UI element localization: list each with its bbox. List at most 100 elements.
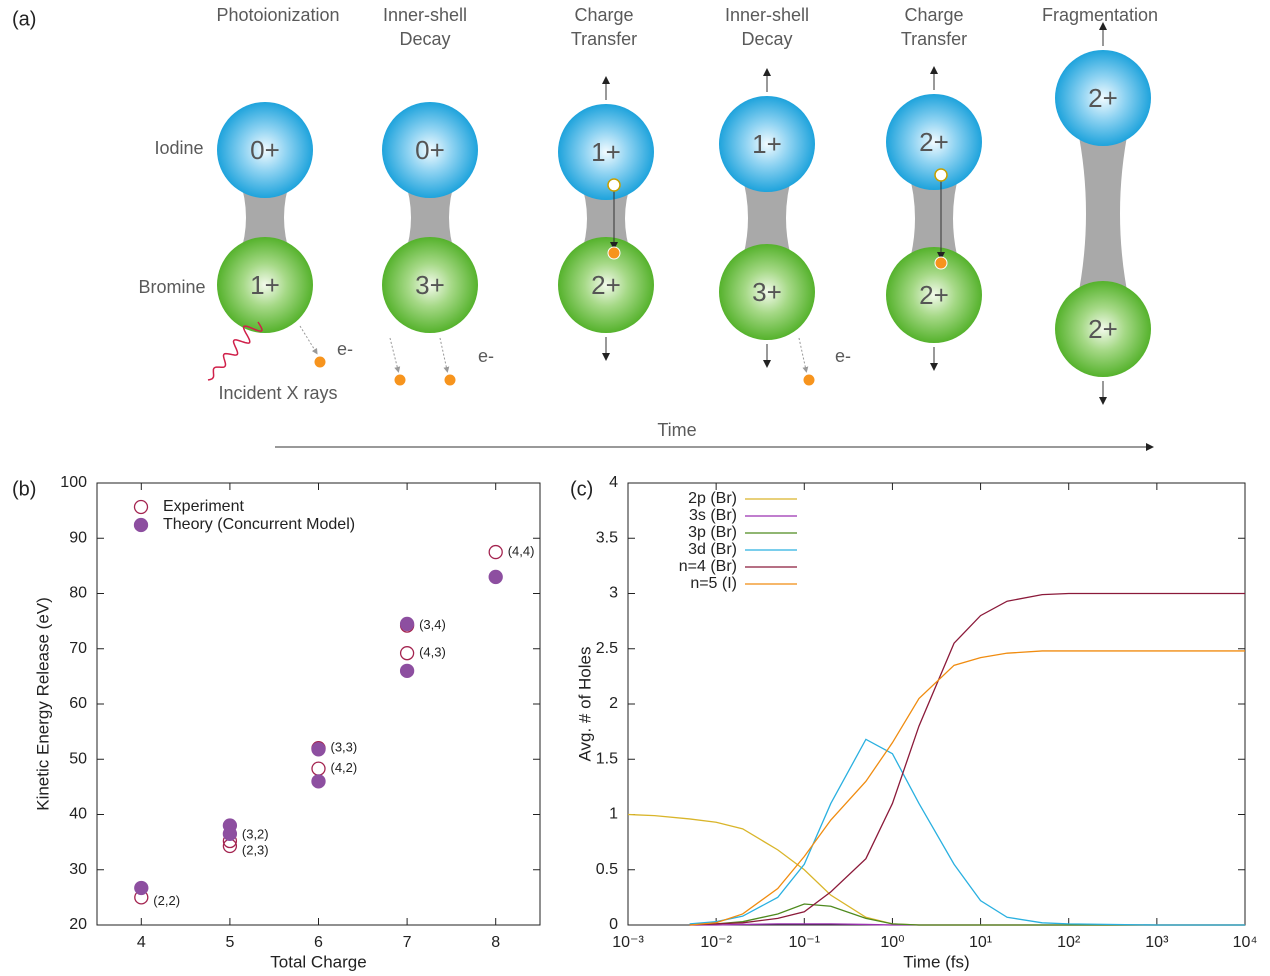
data-line — [690, 904, 1245, 925]
y-tick-label: 3 — [609, 585, 618, 602]
bromine-charge: 3+ — [415, 270, 445, 300]
iodine-charge: 1+ — [591, 137, 621, 167]
data-point — [312, 743, 325, 756]
legend-label: 3d (Br) — [688, 541, 737, 558]
y-tick-label: 40 — [69, 806, 87, 823]
legend-label: Experiment — [163, 498, 244, 515]
stage-title: Fragmentation — [1042, 5, 1158, 25]
hole — [608, 179, 620, 191]
data-line — [690, 739, 1245, 925]
electron-label: e- — [337, 339, 353, 359]
electron — [394, 374, 406, 386]
x-tick-label: 7 — [403, 934, 412, 951]
x-tick-label: 4 — [137, 934, 146, 951]
diagram: (a) Iodine Bromine Incident X rays Time Photo… — [12, 5, 1158, 440]
plot-frame — [97, 483, 540, 925]
iodine-charge: 0+ — [415, 135, 445, 165]
x-tick-label: 10¹ — [969, 934, 992, 951]
x-axis-label: Time (fs) — [903, 952, 969, 971]
stage-title: Transfer — [571, 29, 637, 49]
figure: (a) Iodine Bromine Incident X rays Time Photo… — [0, 0, 1270, 976]
y-tick-label: 1 — [609, 806, 618, 823]
bromine-charge: 2+ — [591, 270, 621, 300]
data-point — [489, 570, 502, 583]
bromine-charge: 2+ — [1088, 314, 1118, 344]
legend-marker — [135, 519, 148, 532]
x-tick-label: 10⁻³ — [612, 934, 644, 951]
electron-label: e- — [478, 346, 494, 366]
iodine-charge: 2+ — [1088, 83, 1118, 113]
electron-label: e- — [835, 346, 851, 366]
legend-label: n=4 (Br) — [679, 558, 737, 575]
x-tick-label: 10⁻¹ — [788, 934, 820, 951]
stage-title: Photoionization — [216, 5, 339, 25]
bromine-charge: 1+ — [250, 270, 280, 300]
data-point — [401, 664, 414, 677]
bromine-label: Bromine — [138, 277, 205, 297]
point-label: (2,3) — [242, 842, 269, 857]
point-label: (3,2) — [242, 826, 269, 841]
hole — [935, 169, 947, 181]
electron — [608, 247, 620, 259]
y-tick-label: 2 — [609, 695, 618, 712]
x-tick-label: 5 — [225, 934, 234, 951]
legend-marker — [135, 501, 148, 514]
diagram-decorations — [208, 169, 1150, 447]
emission-arrow — [440, 338, 447, 370]
data-line — [690, 651, 1245, 925]
emission-arrow — [799, 338, 806, 370]
stage-title: Decay — [741, 29, 792, 49]
legend-label: 2p (Br) — [688, 490, 737, 507]
y-tick-label: 2.5 — [596, 640, 618, 657]
panel-label: (b) — [12, 478, 36, 500]
stage-title: Decay — [399, 29, 450, 49]
x-tick-label: 6 — [314, 934, 323, 951]
data-point — [312, 762, 325, 775]
emission-arrow — [390, 338, 398, 370]
y-tick-label: 0.5 — [596, 861, 618, 878]
legend-label: 3p (Br) — [688, 524, 737, 541]
y-tick-label: 30 — [69, 861, 87, 878]
stage-title: Charge — [574, 5, 633, 25]
point-label: (3,3) — [331, 740, 358, 755]
electron — [935, 257, 947, 269]
y-tick-label: 80 — [69, 585, 87, 602]
electron — [314, 356, 326, 368]
y-tick-label: 70 — [69, 640, 87, 657]
data-point — [135, 881, 148, 894]
x-ray-label: Incident X rays — [218, 383, 337, 403]
point-label: (4,3) — [419, 645, 446, 660]
data-point — [489, 546, 502, 559]
stage-title: Transfer — [901, 29, 967, 49]
y-tick-label: 1.5 — [596, 750, 618, 767]
point-label: (3,4) — [419, 617, 446, 632]
y-axis-label: Kinetic Energy Release (eV) — [33, 597, 52, 811]
y-tick-label: 60 — [69, 695, 87, 712]
point-label: (4,2) — [331, 760, 358, 775]
point-label: (2,2) — [153, 893, 180, 908]
data-point — [223, 827, 236, 840]
bond — [1077, 126, 1129, 301]
data-line — [628, 815, 1245, 926]
data-point — [223, 839, 236, 852]
iodine-charge: 2+ — [919, 127, 949, 157]
data-point — [401, 647, 414, 660]
iodine-label: Iodine — [154, 138, 203, 158]
y-tick-label: 4 — [609, 474, 618, 491]
legend-label: 3s (Br) — [689, 507, 737, 524]
x-tick-label: 10⁰ — [880, 934, 904, 951]
y-tick-label: 0 — [609, 916, 618, 933]
x-tick-label: 10³ — [1145, 934, 1169, 951]
y-tick-label: 20 — [69, 916, 87, 933]
electron — [444, 374, 456, 386]
legend-label: n=5 (I) — [690, 575, 737, 592]
stage-title: Inner-shell — [725, 5, 809, 25]
data-point — [312, 775, 325, 788]
stage-title: Inner-shell — [383, 5, 467, 25]
y-axis-label: Avg. # of Holes — [575, 647, 594, 762]
time-label: Time — [657, 420, 696, 440]
bromine-charge: 3+ — [752, 277, 782, 307]
panel-label: (a) — [12, 8, 36, 30]
y-tick-label: 90 — [69, 529, 87, 546]
data-line — [690, 594, 1245, 926]
